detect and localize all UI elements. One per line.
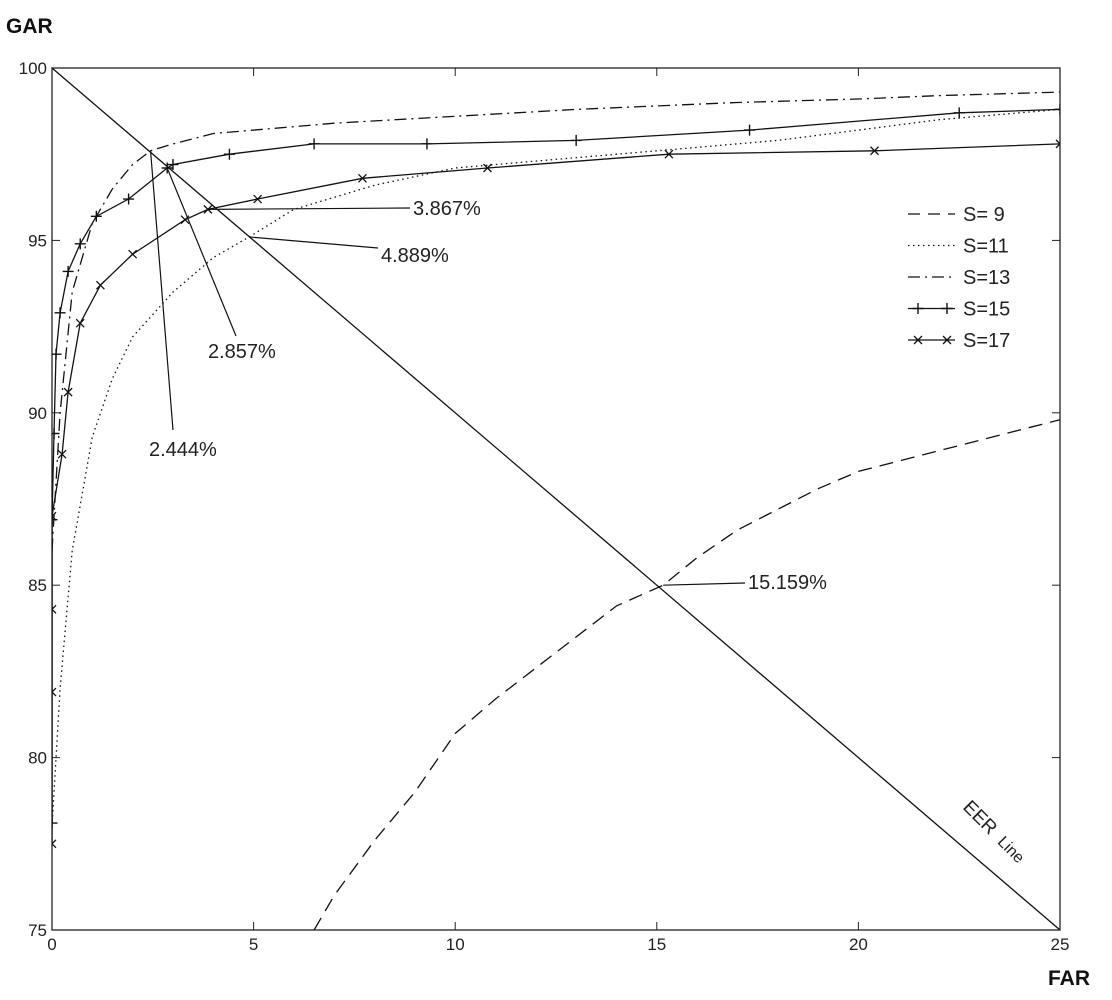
series-line	[313, 419, 1060, 930]
annotation-label: 15.159%	[748, 572, 827, 594]
y-tick-label: 85	[28, 576, 47, 595]
data-point	[161, 162, 173, 174]
annotation-leader	[149, 150, 174, 431]
ticks-layer: 0 5 10 15 20 25 75 80 85 90 95 100	[19, 59, 1070, 954]
data-point	[52, 604, 57, 614]
legend-label: S= 9	[963, 204, 1005, 226]
x-tick-label: 10	[446, 935, 465, 954]
data-point	[570, 134, 582, 146]
data-point	[870, 146, 879, 156]
data-point	[953, 107, 965, 119]
data-point	[744, 124, 756, 136]
series-3	[52, 91, 1060, 551]
annotation-leader	[207, 207, 411, 210]
data-point	[128, 249, 138, 259]
data-point	[52, 427, 60, 439]
legend-label: S=15	[963, 299, 1010, 321]
data-point	[62, 265, 74, 277]
y-tick-label: 95	[28, 231, 47, 250]
data-point	[75, 318, 85, 328]
legend-item-5: S=17	[908, 330, 1010, 352]
x-axis-title: FAR	[1048, 967, 1090, 990]
data-point	[95, 280, 105, 290]
data-point	[90, 210, 102, 222]
data-point	[203, 204, 213, 214]
y-tick-label: 100	[19, 59, 47, 78]
series-5	[52, 139, 1060, 849]
data-point	[52, 687, 57, 697]
annotation-label: 2.444%	[149, 439, 217, 461]
annotation-leader	[663, 582, 746, 586]
data-point	[482, 163, 492, 173]
annotations-layer: 3.867% 4.889% 2.857% 2.444% 15.159%	[149, 150, 827, 594]
eer-line	[51, 67, 1061, 931]
annotation-label: 3.867%	[413, 198, 481, 220]
legend-marker	[941, 303, 953, 314]
annotation-1: 3.867%	[207, 198, 481, 220]
annotation-3: 2.857%	[166, 167, 276, 363]
y-tick-label: 75	[28, 921, 47, 940]
y-axis-title: GAR	[6, 15, 53, 38]
data-point	[54, 307, 66, 319]
series-line	[52, 108, 1060, 824]
annotation-2: 4.889%	[249, 236, 449, 267]
legend-item-1: S= 9	[908, 204, 1005, 226]
data-point	[421, 138, 433, 150]
y-tick-label: 80	[28, 749, 47, 768]
data-point	[253, 194, 263, 204]
data-point	[52, 348, 62, 360]
legend-item-2: S=11	[908, 236, 1009, 258]
x-tick-label: 15	[647, 935, 666, 954]
legend: S= 9 S=11 S=13 S=15 S=17	[908, 204, 1010, 352]
data-point	[664, 149, 674, 159]
data-point	[74, 238, 86, 250]
data-point	[52, 817, 58, 829]
series-1	[313, 419, 1060, 930]
legend-label: S=13	[963, 267, 1010, 289]
x-tick-label: 25	[1051, 935, 1070, 954]
annotation-label: 2.857%	[208, 341, 276, 363]
data-point	[52, 839, 57, 849]
annotation-5: 15.159%	[663, 572, 827, 594]
data-point	[52, 511, 57, 521]
series-layer	[52, 91, 1060, 930]
y-tick-label: 90	[28, 404, 47, 423]
legend-marker	[913, 335, 923, 345]
data-point	[57, 449, 67, 459]
data-point	[358, 173, 367, 183]
legend-item-3: S=13	[908, 267, 1010, 289]
series-line	[52, 108, 1060, 827]
data-point	[63, 387, 73, 397]
data-point	[308, 138, 320, 150]
series-line	[52, 91, 1060, 551]
x-tick-label: 0	[47, 935, 56, 954]
data-point	[1055, 139, 1060, 149]
legend-marker	[942, 335, 952, 345]
legend-label: S=17	[963, 330, 1010, 352]
x-tick-label: 5	[249, 935, 258, 954]
annotation-leader	[166, 167, 237, 337]
series-4	[52, 103, 1060, 829]
data-point	[1054, 103, 1060, 115]
legend-item-4: S=15	[908, 299, 1010, 321]
data-point	[123, 193, 135, 205]
annotation-4: 2.444%	[149, 150, 217, 461]
legend-marker	[912, 303, 924, 314]
annotation-label: 4.889%	[381, 245, 449, 267]
annotation-leader	[249, 236, 379, 249]
data-point	[167, 159, 179, 171]
legend-label: S=11	[963, 236, 1009, 258]
series-2	[52, 108, 1060, 827]
data-point	[223, 148, 235, 160]
x-tick-label: 20	[849, 935, 868, 954]
